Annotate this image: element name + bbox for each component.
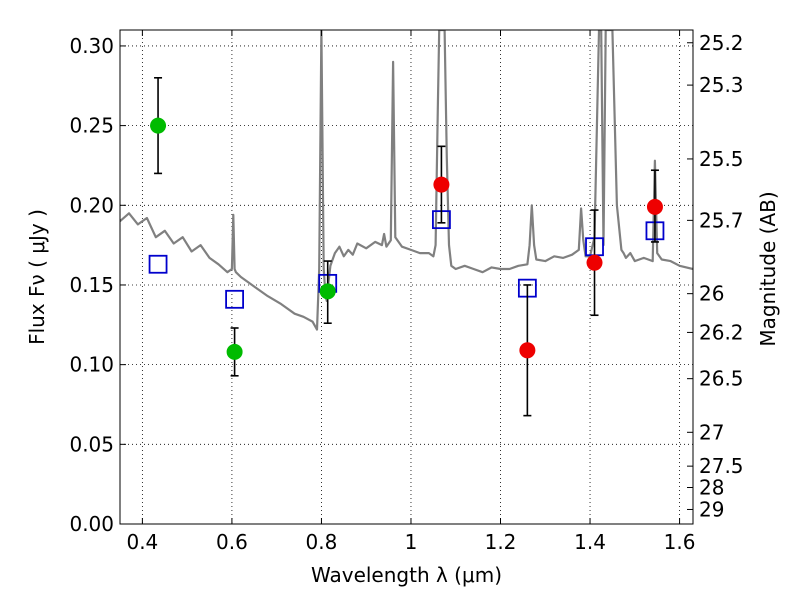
red-data-point [646, 198, 663, 215]
plot-frame [119, 29, 694, 525]
y2-tick-label: 25.5 [699, 147, 744, 171]
red-data-point [433, 176, 450, 193]
y2-axis-label: Magnitude (AB) [756, 191, 780, 346]
y2-tick-label: 25.7 [699, 208, 744, 232]
y-tick-label: 0.25 [69, 114, 114, 138]
x-tick-label: 0.6 [216, 530, 248, 554]
red-data-point [586, 254, 603, 271]
y2-tick-label: 27.5 [699, 454, 744, 478]
y-axis-label: Flux Fν ( μJy ) [25, 209, 49, 345]
y2-tick-label: 27 [699, 420, 724, 444]
green-data-point [150, 117, 167, 134]
x-tick-label: 1 [405, 530, 418, 554]
y-tick-label: 0.20 [69, 193, 114, 217]
axis-ticks: 0.4 0.6 0.8 1 1.2 1.4 1.6 0.00 0.05 0.10 0.15 0.20 0… [69, 30, 744, 554]
y2-tick-label: 26 [699, 282, 724, 306]
y2-tick-label: 29 [699, 497, 724, 521]
x-tick-label: 1.2 [485, 530, 517, 554]
y-tick-label: 0.10 [69, 353, 114, 377]
y2-tick-label: 28 [699, 475, 724, 499]
y2-tick-label: 26.5 [699, 367, 744, 391]
y-tick-label: 0.00 [69, 512, 114, 536]
data-points [148, 77, 665, 417]
green-data-point [226, 343, 243, 360]
y2-tick-label: 26.2 [699, 320, 744, 344]
red-data-point [519, 342, 536, 359]
x-tick-label: 1.6 [664, 530, 696, 554]
model-flux-square [148, 254, 168, 274]
x-tick-label: 0.4 [126, 530, 158, 554]
spectrum-line [120, 30, 693, 331]
y-tick-label: 0.05 [69, 432, 114, 456]
x-tick-label: 1.4 [574, 530, 606, 554]
green-data-point [319, 283, 336, 300]
y2-tick-label: 25.2 [699, 31, 744, 55]
model-flux-square [225, 289, 245, 309]
x-tick-label: 0.8 [306, 530, 338, 554]
y-tick-label: 0.15 [69, 273, 114, 297]
grid [120, 30, 693, 525]
y2-tick-label: 25.3 [699, 73, 744, 97]
y-tick-label: 0.30 [69, 34, 114, 58]
x-axis-label: Wavelength λ (μm) [311, 563, 502, 587]
model-spectrum [120, 30, 693, 331]
